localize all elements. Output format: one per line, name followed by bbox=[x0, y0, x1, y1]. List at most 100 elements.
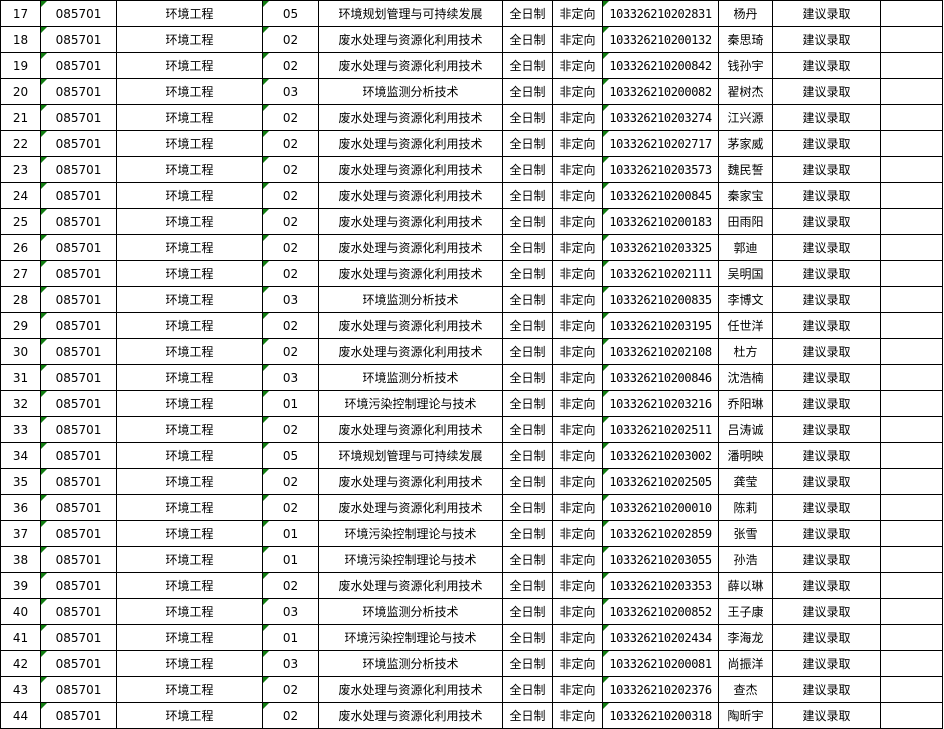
candidate-name-cell[interactable]: 杨丹 bbox=[718, 0, 773, 27]
study-mode-cell[interactable]: 全日制 bbox=[502, 312, 553, 339]
major-name-cell[interactable]: 环境工程 bbox=[116, 312, 263, 339]
direction-code-cell[interactable]: 03 bbox=[262, 598, 319, 625]
major-name-cell[interactable]: 环境工程 bbox=[116, 104, 263, 131]
candidate-id-cell[interactable]: 103326210200183 bbox=[602, 208, 719, 235]
major-name-cell[interactable]: 环境工程 bbox=[116, 572, 263, 599]
major-name-cell[interactable]: 环境工程 bbox=[116, 286, 263, 313]
major-name-cell[interactable]: 环境工程 bbox=[116, 702, 263, 729]
note-cell[interactable] bbox=[880, 52, 943, 79]
enrollment-type-cell[interactable]: 非定向 bbox=[552, 650, 603, 677]
row-number-cell[interactable]: 34 bbox=[0, 442, 41, 469]
candidate-name-cell[interactable]: 查杰 bbox=[718, 676, 773, 703]
row-number-cell[interactable]: 33 bbox=[0, 416, 41, 443]
major-code-cell[interactable]: 085701 bbox=[40, 260, 117, 287]
direction-name-cell[interactable]: 废水处理与资源化利用技术 bbox=[318, 234, 503, 261]
candidate-name-cell[interactable]: 李海龙 bbox=[718, 624, 773, 651]
note-cell[interactable] bbox=[880, 520, 943, 547]
enrollment-type-cell[interactable]: 非定向 bbox=[552, 364, 603, 391]
candidate-name-cell[interactable]: 任世洋 bbox=[718, 312, 773, 339]
direction-name-cell[interactable]: 环境污染控制理论与技术 bbox=[318, 390, 503, 417]
direction-code-cell[interactable]: 02 bbox=[262, 52, 319, 79]
candidate-name-cell[interactable]: 陈莉 bbox=[718, 494, 773, 521]
direction-name-cell[interactable]: 废水处理与资源化利用技术 bbox=[318, 208, 503, 235]
major-name-cell[interactable]: 环境工程 bbox=[116, 442, 263, 469]
major-code-cell[interactable]: 085701 bbox=[40, 390, 117, 417]
major-code-cell[interactable]: 085701 bbox=[40, 130, 117, 157]
enrollment-type-cell[interactable]: 非定向 bbox=[552, 130, 603, 157]
major-code-cell[interactable]: 085701 bbox=[40, 442, 117, 469]
major-code-cell[interactable]: 085701 bbox=[40, 364, 117, 391]
study-mode-cell[interactable]: 全日制 bbox=[502, 78, 553, 105]
note-cell[interactable] bbox=[880, 312, 943, 339]
note-cell[interactable] bbox=[880, 234, 943, 261]
study-mode-cell[interactable]: 全日制 bbox=[502, 234, 553, 261]
major-name-cell[interactable]: 环境工程 bbox=[116, 208, 263, 235]
note-cell[interactable] bbox=[880, 364, 943, 391]
candidate-id-cell[interactable]: 103326210202108 bbox=[602, 338, 719, 365]
row-number-cell[interactable]: 24 bbox=[0, 182, 41, 209]
candidate-name-cell[interactable]: 张雪 bbox=[718, 520, 773, 547]
major-code-cell[interactable]: 085701 bbox=[40, 702, 117, 729]
admission-result-cell[interactable]: 建议录取 bbox=[772, 182, 881, 209]
enrollment-type-cell[interactable]: 非定向 bbox=[552, 494, 603, 521]
direction-name-cell[interactable]: 环境监测分析技术 bbox=[318, 364, 503, 391]
direction-code-cell[interactable]: 02 bbox=[262, 494, 319, 521]
direction-code-cell[interactable]: 02 bbox=[262, 572, 319, 599]
major-name-cell[interactable]: 环境工程 bbox=[116, 130, 263, 157]
major-code-cell[interactable]: 085701 bbox=[40, 416, 117, 443]
direction-code-cell[interactable]: 01 bbox=[262, 624, 319, 651]
direction-name-cell[interactable]: 环境监测分析技术 bbox=[318, 286, 503, 313]
enrollment-type-cell[interactable]: 非定向 bbox=[552, 208, 603, 235]
candidate-name-cell[interactable]: 孙浩 bbox=[718, 546, 773, 573]
candidate-id-cell[interactable]: 103326210200842 bbox=[602, 52, 719, 79]
candidate-id-cell[interactable]: 103326210203353 bbox=[602, 572, 719, 599]
major-name-cell[interactable]: 环境工程 bbox=[116, 52, 263, 79]
row-number-cell[interactable]: 20 bbox=[0, 78, 41, 105]
direction-code-cell[interactable]: 02 bbox=[262, 676, 319, 703]
note-cell[interactable] bbox=[880, 390, 943, 417]
candidate-name-cell[interactable]: 乔阳琳 bbox=[718, 390, 773, 417]
study-mode-cell[interactable]: 全日制 bbox=[502, 364, 553, 391]
major-name-cell[interactable]: 环境工程 bbox=[116, 546, 263, 573]
candidate-name-cell[interactable]: 钱孙宇 bbox=[718, 52, 773, 79]
enrollment-type-cell[interactable]: 非定向 bbox=[552, 52, 603, 79]
candidate-id-cell[interactable]: 103326210202376 bbox=[602, 676, 719, 703]
candidate-id-cell[interactable]: 103326210200010 bbox=[602, 494, 719, 521]
candidate-id-cell[interactable]: 103326210200082 bbox=[602, 78, 719, 105]
major-code-cell[interactable]: 085701 bbox=[40, 0, 117, 27]
direction-name-cell[interactable]: 废水处理与资源化利用技术 bbox=[318, 156, 503, 183]
note-cell[interactable] bbox=[880, 26, 943, 53]
candidate-name-cell[interactable]: 郭迪 bbox=[718, 234, 773, 261]
enrollment-type-cell[interactable]: 非定向 bbox=[552, 0, 603, 27]
study-mode-cell[interactable]: 全日制 bbox=[502, 390, 553, 417]
major-code-cell[interactable]: 085701 bbox=[40, 208, 117, 235]
candidate-name-cell[interactable]: 杜方 bbox=[718, 338, 773, 365]
direction-code-cell[interactable]: 01 bbox=[262, 546, 319, 573]
direction-code-cell[interactable]: 02 bbox=[262, 208, 319, 235]
row-number-cell[interactable]: 42 bbox=[0, 650, 41, 677]
direction-name-cell[interactable]: 环境污染控制理论与技术 bbox=[318, 624, 503, 651]
major-code-cell[interactable]: 085701 bbox=[40, 104, 117, 131]
row-number-cell[interactable]: 21 bbox=[0, 104, 41, 131]
candidate-id-cell[interactable]: 103326210203195 bbox=[602, 312, 719, 339]
row-number-cell[interactable]: 26 bbox=[0, 234, 41, 261]
admission-result-cell[interactable]: 建议录取 bbox=[772, 416, 881, 443]
major-code-cell[interactable]: 085701 bbox=[40, 520, 117, 547]
row-number-cell[interactable]: 28 bbox=[0, 286, 41, 313]
direction-name-cell[interactable]: 废水处理与资源化利用技术 bbox=[318, 182, 503, 209]
direction-code-cell[interactable]: 02 bbox=[262, 468, 319, 495]
admission-result-cell[interactable]: 建议录取 bbox=[772, 104, 881, 131]
admission-result-cell[interactable]: 建议录取 bbox=[772, 286, 881, 313]
direction-code-cell[interactable]: 03 bbox=[262, 286, 319, 313]
direction-code-cell[interactable]: 03 bbox=[262, 78, 319, 105]
enrollment-type-cell[interactable]: 非定向 bbox=[552, 390, 603, 417]
admission-result-cell[interactable]: 建议录取 bbox=[772, 494, 881, 521]
admission-result-cell[interactable]: 建议录取 bbox=[772, 650, 881, 677]
admission-result-cell[interactable]: 建议录取 bbox=[772, 546, 881, 573]
admission-result-cell[interactable]: 建议录取 bbox=[772, 338, 881, 365]
direction-name-cell[interactable]: 废水处理与资源化利用技术 bbox=[318, 338, 503, 365]
row-number-cell[interactable]: 17 bbox=[0, 0, 41, 27]
direction-name-cell[interactable]: 废水处理与资源化利用技术 bbox=[318, 572, 503, 599]
candidate-id-cell[interactable]: 103326210203055 bbox=[602, 546, 719, 573]
admission-result-cell[interactable]: 建议录取 bbox=[772, 390, 881, 417]
